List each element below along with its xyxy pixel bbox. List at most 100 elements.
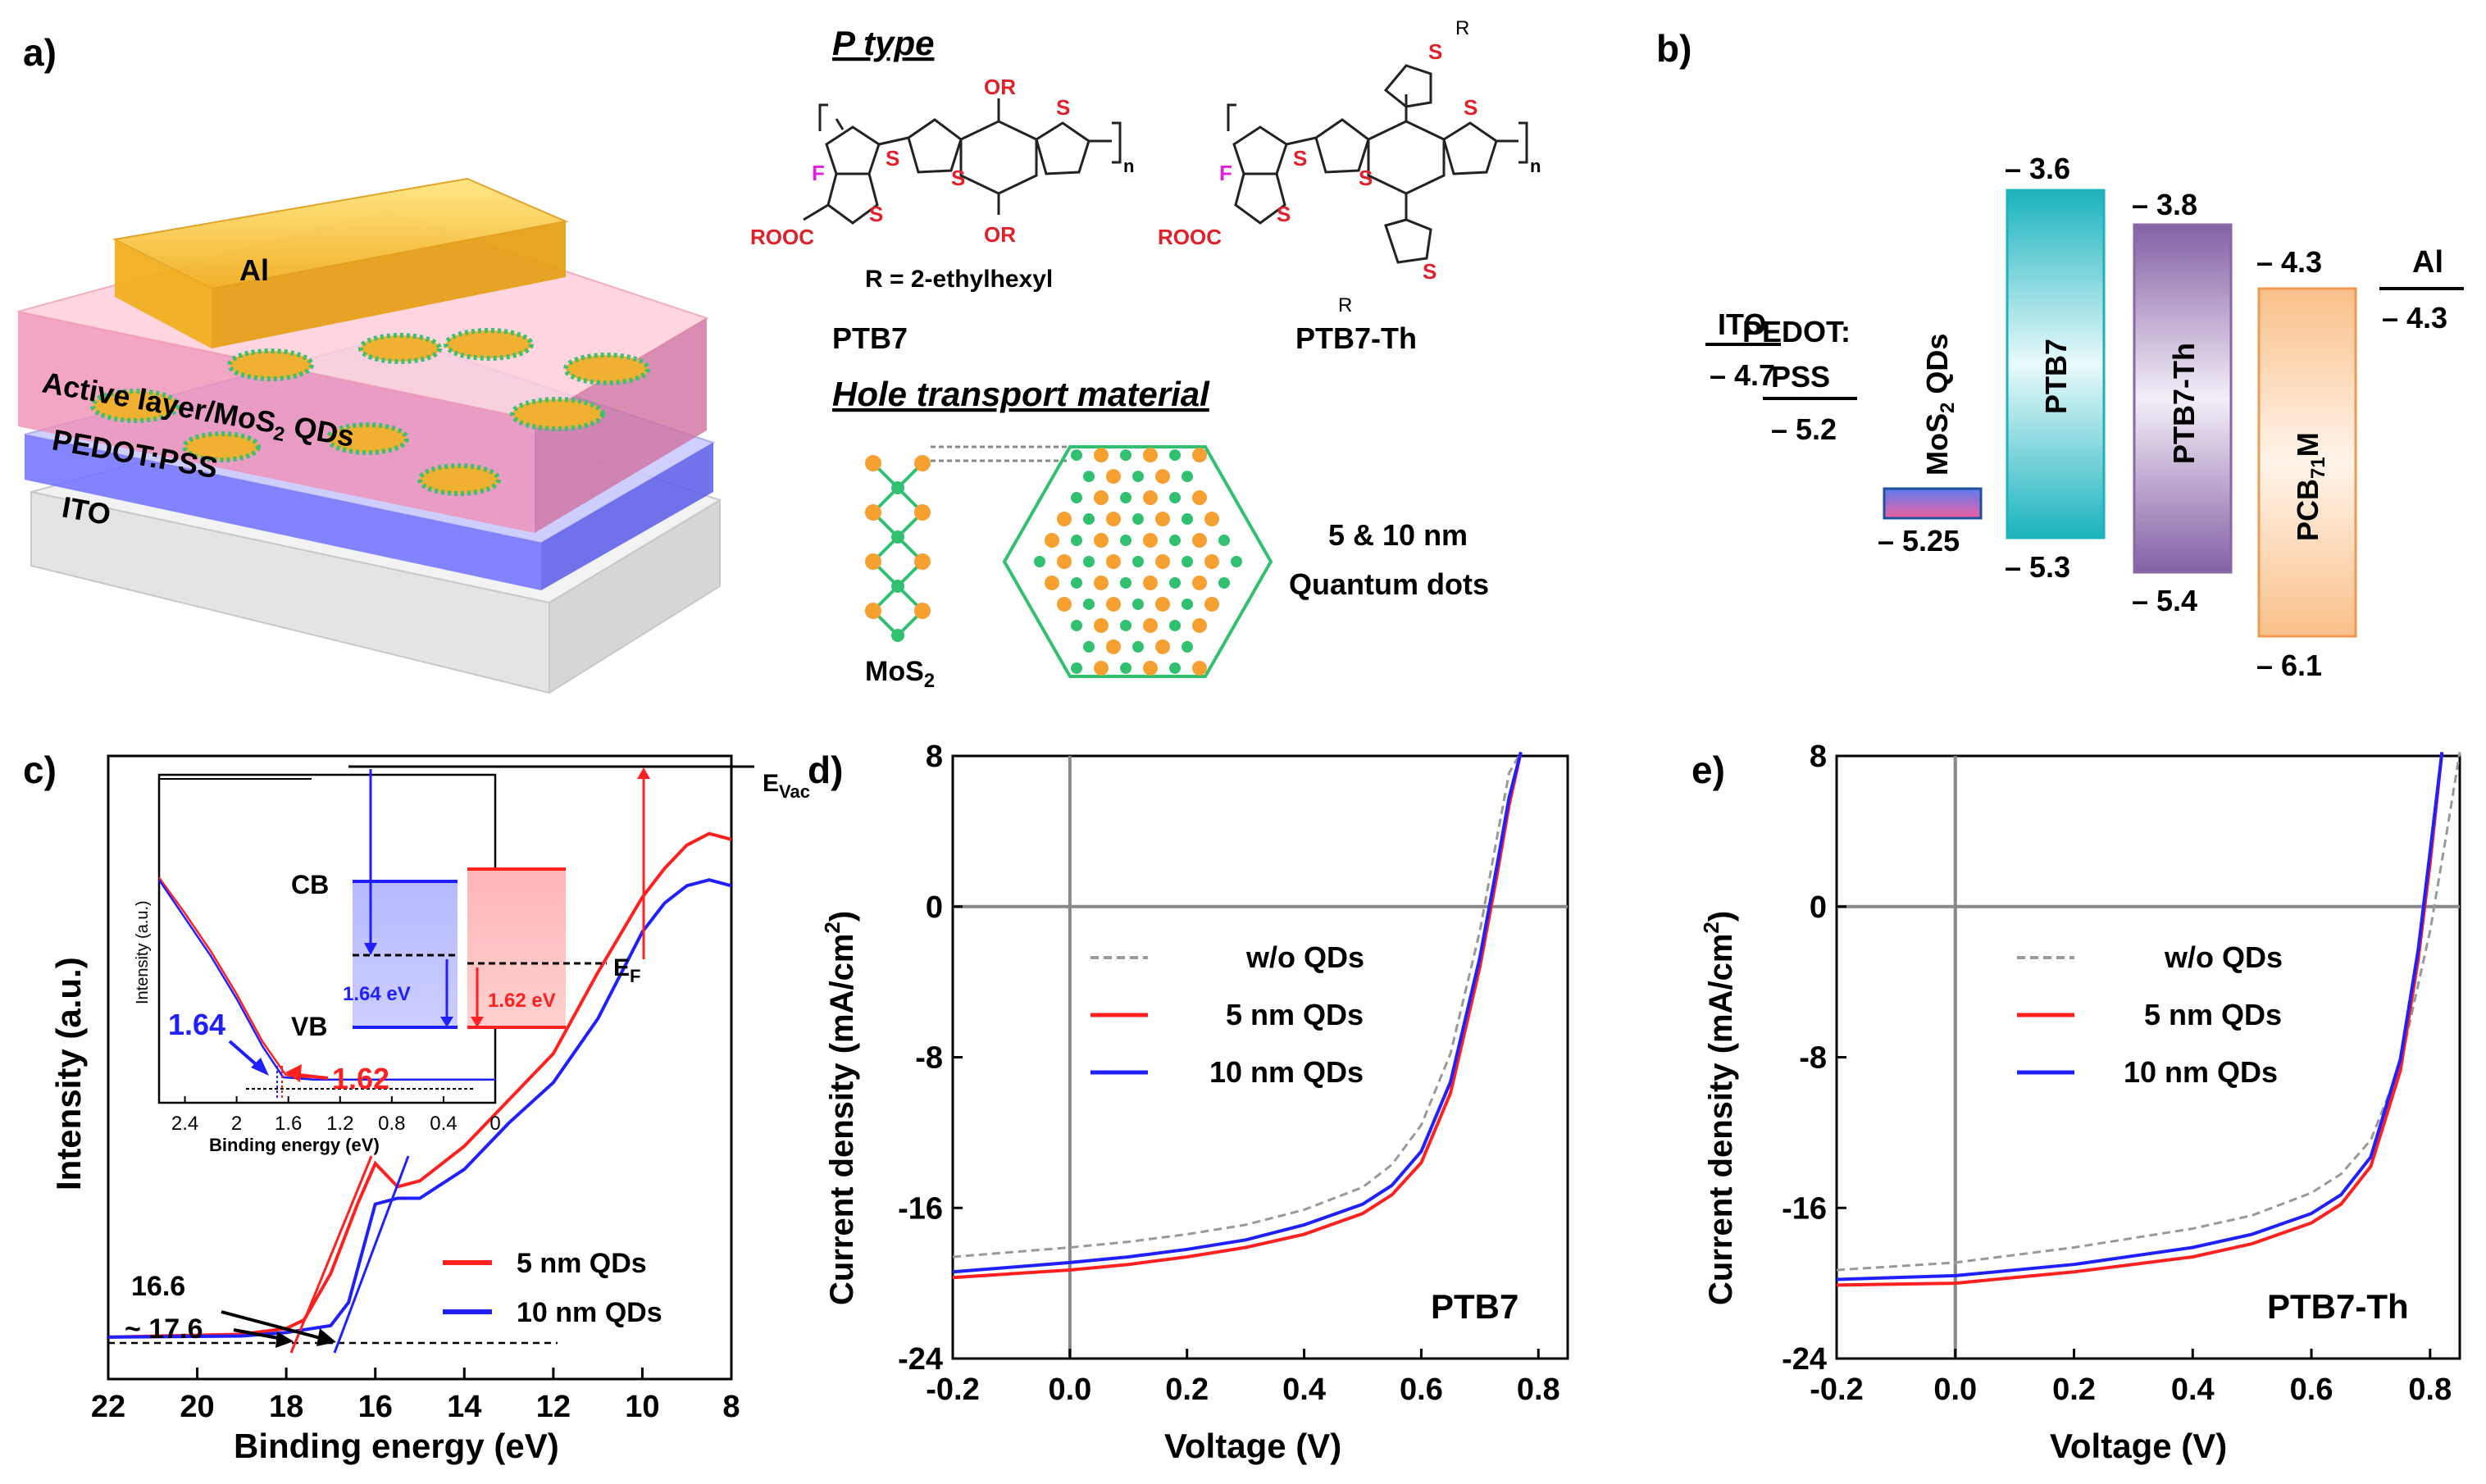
pcbm-top: – 4.3 [2256,245,2322,279]
s-atom [1120,576,1131,589]
atom-rooc: ROOC [750,225,814,249]
mo-atom [1155,469,1170,485]
mo-atom [1106,554,1121,569]
panel-b: b) ITO – 4.7 PEDOT: PSS – 5.2 MoS2 QDs –… [1656,27,2464,682]
jv-series-line [952,751,1523,1274]
s-atom [1071,449,1082,462]
panel-e: e) 8 0 -8 -16 -24-0.2 0.0 0.2 0.4 0.6 0.8 Current… [1691,740,2461,1465]
mo-atom [1143,575,1158,590]
s-atom [1071,619,1082,631]
legend-10nm: 10 nm QDs [517,1297,662,1328]
x-tick-label: -0.2 [926,1372,979,1407]
mos2-quantum-dot [1002,445,1273,678]
device-stack: Al Active layer/MoS2 QDs PEDOT:PSS ITO [17,177,722,694]
atom-s: S [1464,95,1477,120]
s-atom [1120,619,1131,631]
s-atom [1182,513,1193,526]
s-atom [1120,662,1131,674]
al-layer-label: Al [239,253,269,287]
s-atom [1132,598,1144,610]
panel-c-label: c) [23,749,57,791]
ptb7th-structure [1227,64,1528,264]
cb-label: CB [291,870,329,899]
mo-atom [1045,575,1059,590]
mos2-flake [563,353,650,385]
x-tick-label: 12 [536,1390,571,1424]
mo-atom [1057,596,1072,612]
ef-label: EF [613,954,640,986]
inset-curves [157,876,495,1081]
s-atom [1182,556,1193,567]
panel-b-label: b) [1656,27,1691,70]
jv-d-legend: w/o QDs 5 nm QDs 10 nm QDs [1090,940,1364,1089]
ptb7-level-box [2006,189,2106,539]
x-tick-label: 0.6 [2290,1372,2333,1407]
panel-a-label: a) [23,31,57,74]
y-tick-label: 0 [1810,890,1827,925]
al-name: Al [2412,245,2443,280]
mo-atom [1106,639,1121,654]
x-tick-label: 0.4 [2171,1372,2215,1407]
panel-e-label: e) [1691,749,1725,791]
atom-s: S [1423,259,1437,284]
red-wf-arrow-head [637,767,650,779]
jv-d-device: PTB7 [1431,1287,1518,1326]
vb-label: VB [291,1012,327,1041]
x-tick-label: 22 [91,1390,125,1424]
arrow-16-6 [221,1310,330,1342]
y-tick-label: -16 [898,1191,943,1226]
al-electrode-side [212,221,566,348]
mos2-qd-name: MoS2 QDs [1920,334,1959,476]
s-atom [1071,576,1082,589]
annotation-16-6: 16.6 [131,1271,185,1302]
s-atom [1120,449,1131,462]
ups-plot-frame [107,754,733,1381]
x-tick-label: 0.2 [1165,1372,1209,1407]
ptb7-bottom: – 5.3 [2005,550,2070,584]
s-atom [1120,535,1131,547]
x-tick-label: 20 [180,1390,214,1424]
panel-a: a) [17,17,1541,694]
s-atom [1132,556,1144,567]
s-atom [1169,619,1181,631]
ptb7th-name: PTB7-Th [1295,321,1417,355]
jv-series-line [1836,752,2444,1281]
atom-r: R [1455,17,1469,39]
active-layer-side [535,318,707,533]
s-atom [1132,640,1144,653]
pedot-name-1: PEDOT: [1742,315,1851,348]
s-atom [1132,513,1144,526]
ptb7th-level-box [2133,223,2233,574]
y-tick-label: -8 [1799,1041,1827,1076]
s-atom [1083,598,1095,610]
jv-e-legend: w/o QDs 5 nm QDs 10 nm QDs [2017,940,2283,1089]
ups-xlabel: Binding energy (eV) [234,1427,559,1465]
legend-10nm: 10 nm QDs [2124,1055,2278,1089]
blue-gap-label: 1.64 eV [343,983,411,1005]
x-tick-label: -0.2 [1810,1372,1863,1407]
x-tick-label: 0.6 [1400,1372,1443,1407]
pcbm-level-name: PCB71M [2291,432,2329,541]
qd-lattice [1034,448,1242,676]
jv-e-device: PTB7-Th [2267,1287,2409,1326]
mo-atom [1204,554,1219,569]
ups-series-line [107,878,732,1339]
s-atom [1132,471,1144,483]
mo-atom [1155,512,1170,527]
x-tick-label: 0.0 [1933,1372,1977,1407]
red-gap-label: 1.62 eV [488,990,556,1012]
panel-d-label: d) [808,749,843,791]
mos2-flake [444,328,534,361]
s-atom [1083,513,1095,526]
ups-x-ticks: 22 20 18 16 14 12 10 8 [91,1368,740,1424]
ptb7-name: PTB7 [832,321,908,355]
atom-f: F [812,161,825,185]
s-atom [1034,556,1045,567]
ptb7-top: – 3.6 [2005,152,2070,185]
y-tick-label: -24 [1782,1342,1827,1377]
mos2-flake [182,431,261,462]
legend-wo: w/o QDs [2164,940,2283,974]
inset-x-tick-label: 0.8 [378,1113,405,1135]
al-electrode-front [115,239,212,348]
inset-series-line [157,879,495,1081]
